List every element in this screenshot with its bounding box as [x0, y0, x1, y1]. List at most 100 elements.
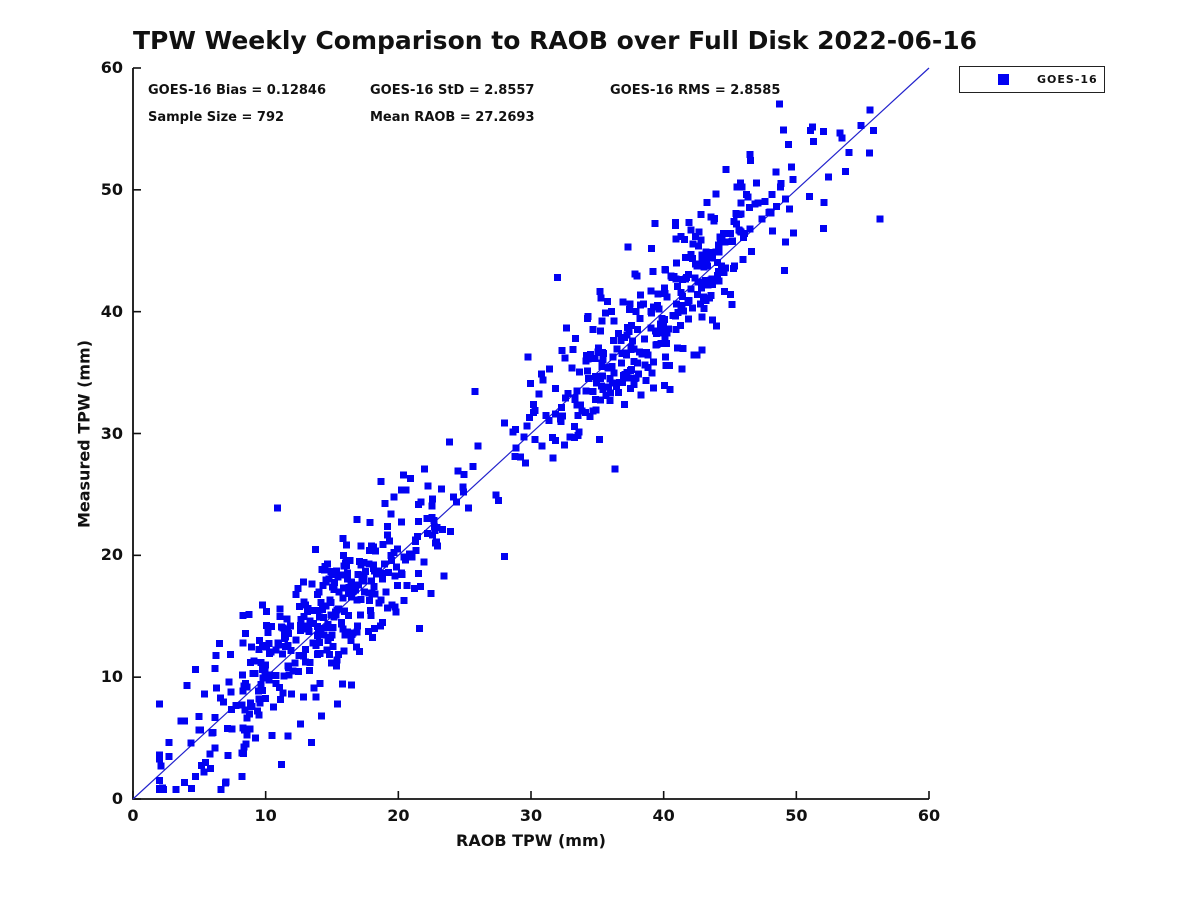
scatter-point	[215, 640, 223, 648]
scatter-point	[737, 199, 745, 207]
scatter-point	[272, 646, 280, 654]
scatter-point	[702, 277, 710, 285]
scatter-point	[838, 134, 846, 142]
scatter-point	[552, 437, 560, 445]
scatter-point	[599, 350, 607, 358]
scatter-point	[648, 369, 656, 377]
y-tick-label: 10	[100, 667, 123, 687]
scatter-point	[582, 387, 590, 395]
scatter-point	[347, 578, 355, 586]
scatter-point	[641, 335, 649, 343]
scatter-point	[776, 100, 784, 108]
scatter-point	[740, 233, 748, 241]
scatter-point	[219, 698, 227, 706]
scatter-point	[674, 344, 682, 352]
scatter-point	[597, 294, 605, 302]
scatter-point	[621, 400, 629, 408]
scatter-point	[738, 183, 746, 191]
scatter-point	[703, 262, 711, 270]
scatter-point	[836, 129, 844, 137]
scatter-point	[630, 345, 638, 353]
scatter-point	[366, 597, 374, 605]
scatter-point	[262, 622, 270, 630]
scatter-point	[381, 500, 389, 508]
scatter-point	[739, 256, 747, 264]
scatter-point	[691, 260, 699, 268]
scatter-point	[707, 280, 715, 288]
scatter-point	[788, 163, 796, 171]
scatter-point	[596, 288, 604, 296]
scatter-point	[790, 229, 798, 237]
scatter-point	[384, 568, 392, 576]
scatter-point	[318, 605, 326, 613]
scatter-point	[201, 690, 209, 698]
scatter-point	[561, 394, 569, 402]
scatter-point	[287, 622, 295, 630]
scatter-point	[415, 517, 423, 525]
scatter-point	[276, 683, 284, 691]
scatter-point	[411, 584, 419, 592]
scatter-point	[653, 302, 661, 310]
scatter-point	[591, 355, 599, 363]
scatter-point	[347, 636, 355, 644]
scatter-point	[413, 533, 421, 541]
scatter-point	[308, 580, 316, 588]
scatter-point	[391, 572, 399, 580]
scatter-point	[661, 290, 669, 298]
scatter-point	[651, 220, 659, 228]
x-tick-label: 50	[785, 806, 808, 825]
scatter-point	[460, 488, 468, 496]
scatter-point	[332, 662, 340, 670]
scatter-point	[245, 610, 253, 618]
scatter-point	[626, 300, 634, 308]
scatter-point	[217, 785, 225, 793]
scatter-point	[387, 552, 395, 560]
scatter-point	[748, 248, 756, 256]
scatter-point	[314, 631, 322, 639]
scatter-point	[301, 658, 309, 666]
scatter-point	[449, 493, 457, 501]
scatter-point	[327, 611, 335, 619]
scatter-point	[529, 400, 537, 408]
scatter-point	[357, 595, 365, 603]
scatter-point	[334, 700, 342, 708]
scatter-point	[634, 370, 642, 378]
scatter-point	[400, 553, 408, 561]
scatter-point	[322, 602, 330, 610]
y-tick-label: 30	[100, 423, 123, 443]
scatter-point	[658, 315, 666, 323]
scatter-point	[207, 764, 215, 772]
scatter-point	[279, 689, 287, 697]
scatter-point	[768, 227, 776, 235]
scatter-point	[295, 651, 303, 659]
scatter-point	[672, 275, 680, 283]
scatter-point	[440, 572, 448, 580]
scatter-point	[156, 785, 164, 793]
scatter-point	[585, 374, 593, 382]
scatter-point	[341, 631, 349, 639]
scatter-point	[564, 390, 572, 398]
scatter-point	[365, 560, 373, 568]
scatter-point	[267, 648, 275, 656]
scatter-point	[601, 309, 609, 317]
scatter-point	[578, 407, 586, 415]
scatter-point	[526, 413, 534, 421]
scatter-point	[397, 518, 405, 526]
scatter-point	[339, 584, 347, 592]
scatter-point	[296, 720, 304, 728]
scatter-point	[598, 363, 606, 371]
scatter-point	[240, 682, 248, 690]
scatter-point	[191, 665, 199, 673]
scatter-point	[259, 665, 267, 673]
scatter-point	[535, 390, 543, 398]
scatter-point	[807, 126, 815, 134]
scatter-point	[398, 486, 406, 494]
scatter-point	[319, 581, 327, 589]
scatter-point	[339, 551, 347, 559]
scatter-point	[825, 173, 833, 181]
scatter-point	[713, 259, 721, 267]
scatter-point	[339, 625, 347, 633]
scatter-point	[211, 744, 219, 752]
scatter-point	[342, 541, 350, 549]
scatter-point	[227, 650, 235, 658]
